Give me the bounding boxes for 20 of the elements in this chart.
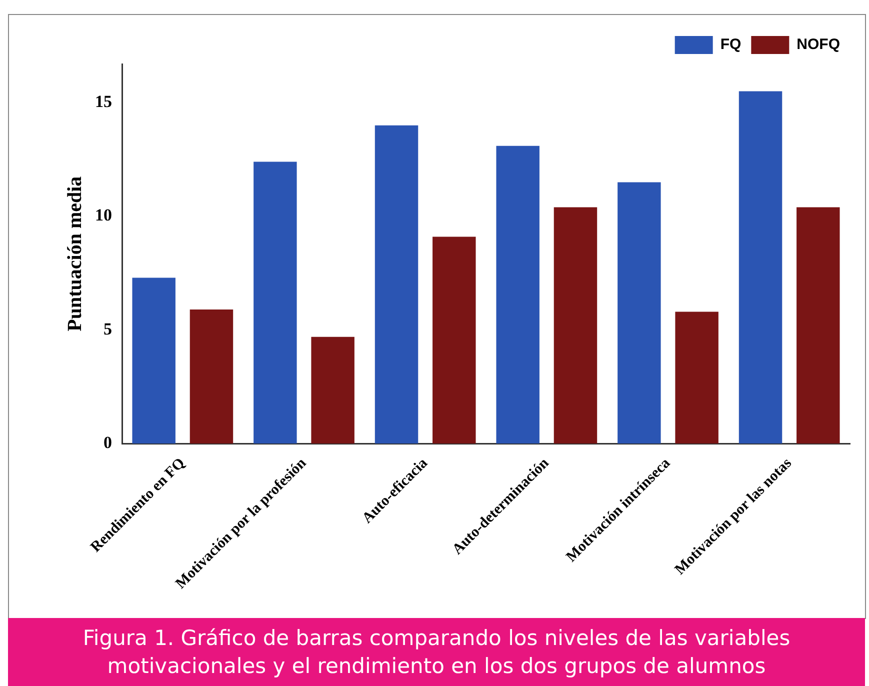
y-tick-label: 0 — [104, 433, 112, 452]
bar — [796, 207, 840, 444]
bar — [132, 278, 176, 444]
bar — [374, 125, 418, 444]
y-tick-label: 10 — [95, 206, 112, 225]
bar — [496, 146, 540, 444]
bar — [190, 310, 234, 444]
legend-label: FQ — [720, 36, 742, 54]
bar — [618, 182, 661, 444]
y-tick-label: 5 — [104, 319, 112, 338]
bar — [675, 312, 718, 444]
bar — [554, 207, 598, 444]
bar — [311, 336, 354, 444]
y-axis-title: Puntuación media — [64, 176, 86, 332]
legend-label: NOFQ — [796, 36, 840, 54]
y-tick-label: 15 — [95, 92, 112, 112]
bar — [254, 162, 297, 444]
text: Figura 1. Gráfico de barras comparando los niveles de las variables motivacionales y el rendimiento en los dos grupos de alumnos — [8, 618, 865, 686]
bar — [432, 236, 476, 444]
bar — [738, 91, 782, 444]
